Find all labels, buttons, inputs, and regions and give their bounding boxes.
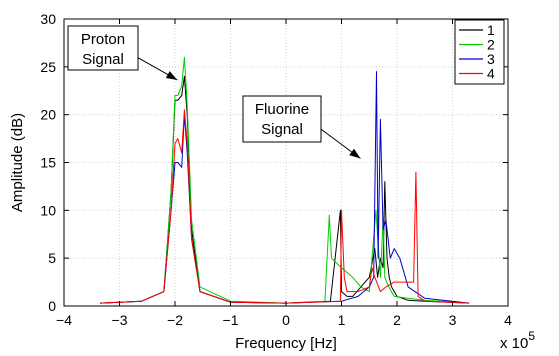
series-line-3 [100,71,470,304]
y-tick-label: 10 [40,202,56,218]
legend-label-2: 2 [487,37,495,53]
annotation-arrow-head [349,148,361,159]
series-line-1 [100,75,470,304]
annotations: Proton Signal Fluorine Signal [67,25,361,159]
y-axis-label: Amplitude (dB) [9,113,26,212]
y-tick-label: 25 [40,59,56,75]
series-layer [100,56,470,304]
y-tick-label: 0 [48,298,56,314]
annotation-1: Proton Signal [67,25,178,81]
annotation-box [242,95,322,143]
x-tick-label: 3 [449,312,457,328]
x-axis-multiplier-base: x 10 [500,335,528,352]
x-tick-label: 2 [393,312,401,328]
annotation-text: Fluorine [255,101,309,118]
y-tick-label: 30 [40,11,56,27]
x-tick-label: 0 [282,312,290,328]
x-tick-label: −3 [112,312,128,328]
legend-label-3: 3 [487,51,495,67]
y-tick-label: 20 [40,107,56,123]
annotation-text: Signal [82,51,124,68]
series-line-2 [100,56,470,304]
x-axis-label: Frequency [Hz] [235,335,337,352]
x-axis-multiplier-exponent: 5 [528,329,535,343]
x-tick-label: 1 [338,312,346,328]
x-tick-label: −1 [223,312,239,328]
annotation-text: Signal [261,121,303,138]
x-tick-label: −4 [56,312,72,328]
legend-label-4: 4 [487,66,495,82]
y-tick-label: 15 [40,155,56,171]
annotation-box [67,25,139,71]
x-tick-label: −2 [167,312,183,328]
y-tick-label: 5 [48,250,56,266]
annotation-2: Fluorine Signal [242,95,361,159]
annotation-text: Proton [81,31,125,48]
x-tick-label: 4 [504,312,512,328]
series-line-4 [100,109,470,304]
legend-label-1: 1 [487,22,495,38]
x-axis-multiplier: x 105 [500,329,535,352]
annotation-arrow-head [165,71,178,80]
